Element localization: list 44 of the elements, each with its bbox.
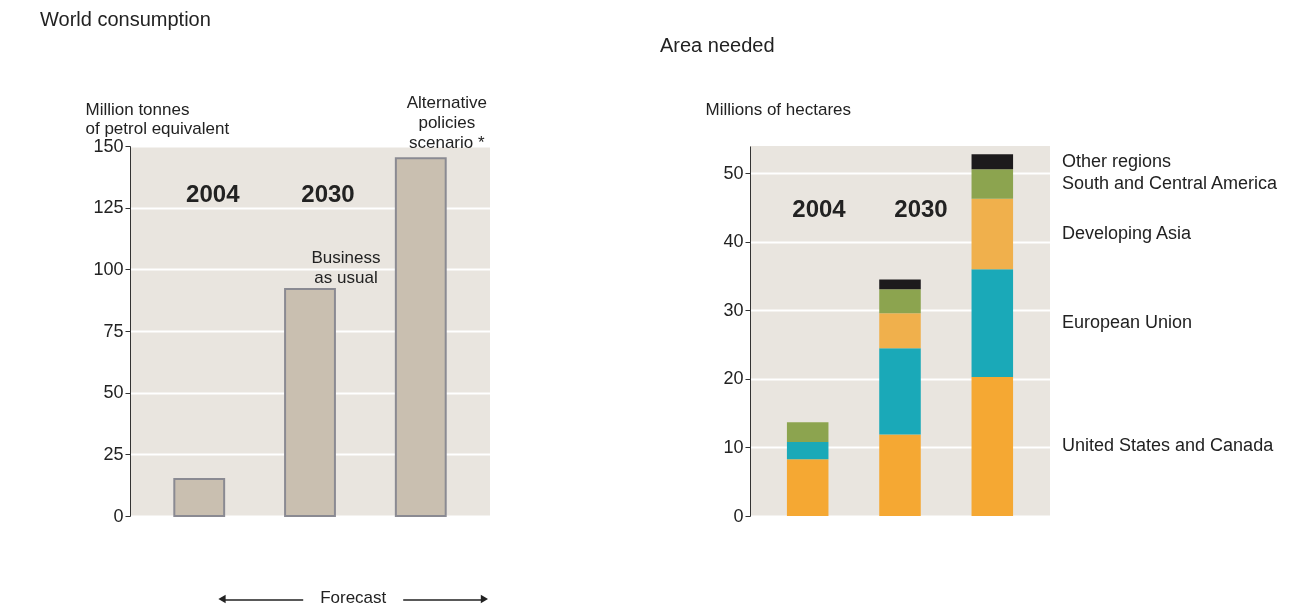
y-tick-label: 75: [103, 320, 124, 341]
y-tick-label: 0: [113, 505, 124, 526]
annotation: 2030: [894, 194, 948, 222]
bar: [284, 288, 336, 517]
annotation: Business as usual: [311, 248, 381, 288]
y-tick-label: 30: [723, 299, 744, 320]
text: Developing Asia: [1062, 223, 1193, 244]
y-axis-title: Millions of hectares: [705, 99, 852, 119]
chart-title: World consumption: [40, 8, 211, 31]
y-tick-label: 50: [723, 162, 744, 183]
y-tick-label: 10: [723, 436, 744, 457]
text: Forecast: [320, 588, 387, 607]
text: United States and Canada: [1062, 435, 1275, 456]
annotation: 2004: [186, 180, 241, 207]
text: European Union: [1062, 312, 1193, 333]
chart-title: Area needed: [660, 34, 775, 56]
bar: [879, 348, 921, 435]
bar: [879, 434, 921, 516]
bar: [394, 157, 447, 517]
bar: [173, 478, 226, 517]
text: Other regions: [1062, 150, 1172, 171]
bar: [786, 459, 829, 516]
bar: [879, 313, 921, 349]
y-tick-label: 25: [103, 443, 124, 464]
y-axis-title: Million tonnes of petrol equivalent: [85, 99, 230, 138]
y-tick-label: 100: [93, 258, 124, 279]
annotation: 2030: [301, 180, 355, 207]
bar: [786, 442, 829, 460]
y-tick-label: 50: [103, 382, 124, 403]
annotation: 2004: [792, 194, 847, 222]
bar: [971, 198, 1014, 270]
bar: [879, 289, 921, 314]
text: South and Central America: [1062, 173, 1279, 194]
y-tick-label: 20: [723, 368, 744, 389]
bar: [879, 279, 921, 290]
y-tick-label: 40: [723, 231, 744, 252]
bar: [786, 422, 829, 442]
y-tick-label: 125: [93, 197, 124, 218]
bar: [971, 154, 1014, 170]
y-tick-label: 0: [733, 505, 744, 526]
bar: [971, 269, 1014, 377]
annotation: Alternative policies scenario *: [406, 93, 487, 153]
bar: [971, 169, 1014, 199]
bar: [971, 376, 1014, 516]
